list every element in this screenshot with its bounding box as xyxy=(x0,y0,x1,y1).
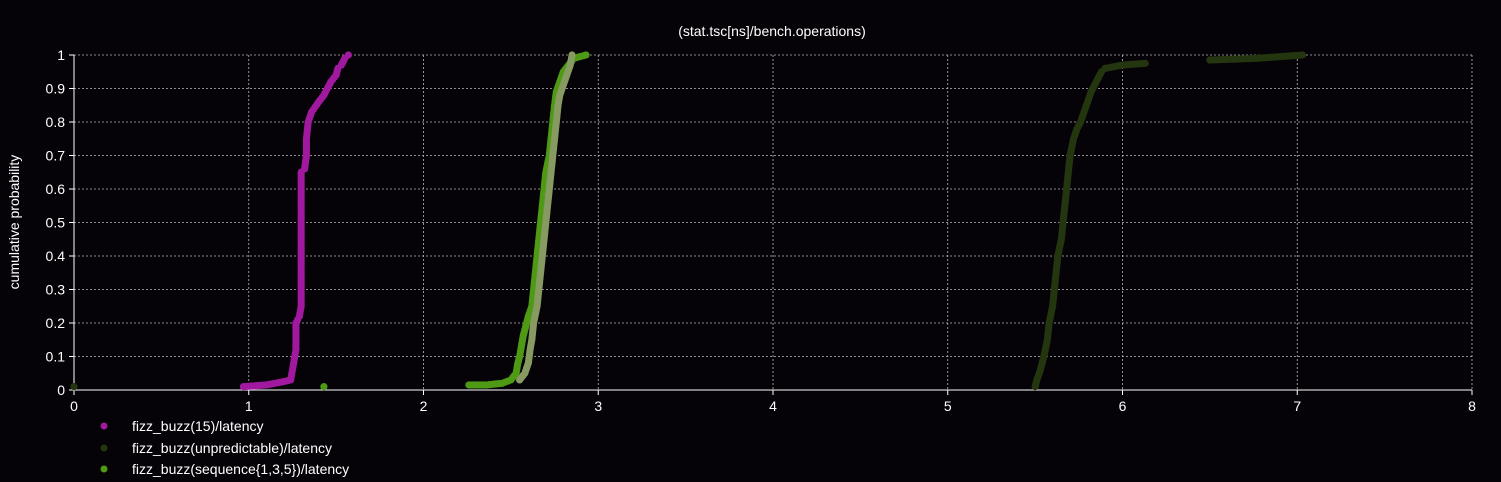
legend-label: fizz_buzz(unpredictable)/latency xyxy=(132,440,332,456)
data-point xyxy=(320,383,328,391)
series-0 xyxy=(239,51,352,391)
data-point xyxy=(568,51,576,59)
x-tick-label: 4 xyxy=(769,398,777,414)
y-tick-label: 0.8 xyxy=(46,114,66,130)
legend-item-fizz-buzz-sequence: fizz_buzz(sequence{1,3,5})/latency xyxy=(100,461,349,477)
legend-marker xyxy=(100,444,108,452)
x-axis-ticks: 0 1 2 3 4 5 6 7 8 xyxy=(70,390,1476,414)
x-tick-label: 6 xyxy=(1119,398,1127,414)
legend-item-fizz-buzz-unpredictable: fizz_buzz(unpredictable)/latency xyxy=(100,440,332,456)
y-tick-label: 0.6 xyxy=(46,181,66,197)
y-axis-label: cumulative probability xyxy=(6,155,22,290)
data-point xyxy=(1141,59,1149,67)
y-tick-label: 0.9 xyxy=(46,81,66,97)
x-tick-label: 2 xyxy=(420,398,428,414)
data-point xyxy=(582,51,590,59)
legend: fizz_buzz(15)/latency fizz_buzz(unpredic… xyxy=(100,418,349,477)
legend-marker xyxy=(100,422,108,430)
y-tick-label: 0.1 xyxy=(46,349,66,365)
y-tick-label: 0 xyxy=(57,382,65,398)
legend-marker xyxy=(100,465,108,473)
data-point xyxy=(70,383,78,391)
y-tick-label: 0.3 xyxy=(46,282,66,298)
plot-series xyxy=(70,51,1307,391)
data-point xyxy=(344,51,352,59)
legend-item-fizz-buzz-15: fizz_buzz(15)/latency xyxy=(100,418,264,434)
x-tick-label: 1 xyxy=(245,398,253,414)
series-1 xyxy=(70,51,1307,391)
y-tick-label: 0.7 xyxy=(46,148,66,164)
y-tick-label: 0.2 xyxy=(46,315,66,331)
x-tick-label: 8 xyxy=(1468,398,1476,414)
y-tick-label: 0.4 xyxy=(46,248,66,264)
x-tick-label: 5 xyxy=(944,398,952,414)
legend-label: fizz_buzz(sequence{1,3,5})/latency xyxy=(132,461,349,477)
legend-label: fizz_buzz(15)/latency xyxy=(132,418,264,434)
y-axis-ticks: 0 0.1 0.2 0.3 0.4 0.5 0.6 0.7 0.8 0.9 1 xyxy=(46,47,74,398)
data-point xyxy=(1298,51,1307,59)
x-tick-label: 3 xyxy=(594,398,602,414)
x-tick-label: 0 xyxy=(70,398,78,414)
y-tick-label: 1 xyxy=(57,47,65,63)
y-tick-label: 0.5 xyxy=(46,215,66,231)
chart-title: (stat.tsc[ns]/bench.operations) xyxy=(678,23,866,39)
series-3 xyxy=(516,51,576,384)
x-tick-label: 7 xyxy=(1293,398,1301,414)
